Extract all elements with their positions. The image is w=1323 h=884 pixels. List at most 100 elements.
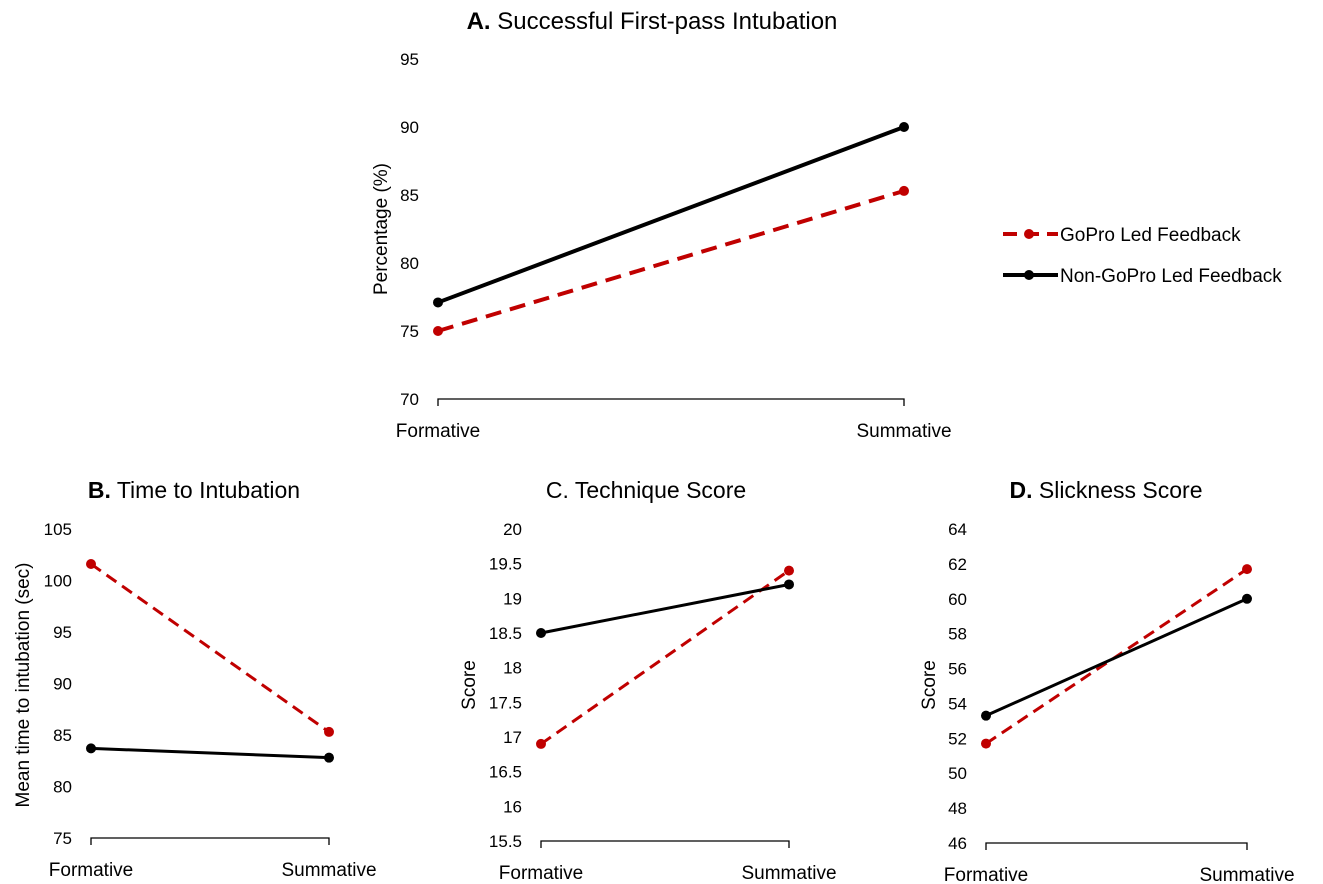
y-tick-label: 70	[400, 390, 419, 409]
data-point	[433, 297, 443, 308]
data-point	[899, 122, 909, 132]
y-tick-label: 60	[948, 590, 967, 609]
chart-title: D. Slickness Score	[1009, 477, 1202, 503]
data-point	[324, 752, 334, 763]
chart-b: B. Time to Intubation 75 80 85 90 95 100 105 Mea…	[13, 477, 377, 881]
y-tick-label: 19	[503, 589, 522, 608]
series-line	[985, 597, 1248, 718]
x-category-label: Formative	[499, 863, 583, 884]
chart-title-text: Slickness Score	[1032, 477, 1202, 503]
chart-title-text: Time to Intubation	[111, 477, 300, 503]
chart-title: B. Time to Intubation	[88, 477, 300, 503]
data-point	[784, 565, 794, 576]
y-tick-label: 50	[948, 764, 967, 783]
y-tick-label: 48	[948, 799, 967, 818]
series-line	[90, 746, 330, 760]
y-tick-label: 90	[400, 118, 419, 137]
series-line	[540, 582, 790, 635]
y-tick-label: 64	[948, 520, 967, 539]
y-tick-label: 19.5	[489, 555, 522, 574]
x-category-label: Summative	[1199, 865, 1294, 884]
y-tick-label: 62	[948, 555, 967, 574]
y-tick-label: 20	[503, 520, 522, 539]
legend-swatch-marker	[1024, 229, 1034, 239]
y-tick-label: 17	[503, 728, 522, 747]
chart-title-text: Successful First-pass Intubation	[491, 8, 838, 35]
data-point	[784, 579, 794, 590]
data-point	[86, 559, 96, 570]
data-point	[899, 185, 909, 196]
y-tick-label: 16.5	[489, 763, 522, 782]
y-axis-label: Score	[459, 660, 480, 710]
y-tick-label: 95	[400, 50, 419, 69]
y-tick-label: 85	[400, 186, 419, 205]
x-axis	[90, 837, 330, 845]
data-point	[433, 326, 443, 336]
chart-title-prefix: B.	[88, 477, 111, 503]
y-tick-label: 90	[53, 675, 72, 694]
series-nongopro	[981, 593, 1252, 721]
y-tick-label: 18	[503, 659, 522, 678]
legend-label: Non-GoPro Led Feedback	[1060, 266, 1282, 287]
x-axis	[540, 840, 790, 848]
y-tick-label: 85	[53, 726, 72, 745]
y-axis-label: Score	[919, 660, 940, 710]
x-category-label: Formative	[944, 865, 1028, 884]
x-axis	[437, 398, 905, 406]
data-point	[324, 726, 334, 737]
series-nongopro	[536, 579, 794, 638]
series-gopro	[536, 565, 794, 749]
chart-c: C. Technique Score 15.5 16 16.5 17 17.5 18 18.5…	[459, 477, 837, 884]
legend-label: GoPro Led Feedback	[1060, 225, 1241, 246]
chart-title-text: Technique Score	[569, 477, 746, 503]
y-tick-label: 15.5	[489, 832, 522, 851]
y-tick-label: 16	[503, 797, 522, 816]
data-point	[536, 738, 546, 749]
legend: GoPro Led Feedback Non-GoPro Led Feedback	[1003, 225, 1282, 287]
y-tick-label: 75	[400, 322, 419, 341]
data-point	[981, 710, 991, 721]
chart-a: A. Successful First-pass Intubation 70 75 8…	[371, 8, 952, 442]
y-tick-label: 100	[44, 572, 72, 591]
chart-title-prefix: A.	[467, 8, 491, 35]
y-axis-label: Percentage (%)	[371, 163, 392, 295]
y-tick-label: 46	[948, 834, 967, 853]
x-axis	[985, 842, 1248, 850]
series-line	[437, 189, 905, 333]
y-tick-label: 95	[53, 623, 72, 642]
chart-title-prefix: C.	[546, 477, 569, 503]
series-nongopro	[86, 743, 334, 763]
chart-d: D. Slickness Score 46 48 50 52 54 56 58 60 62 64 Sc…	[919, 477, 1295, 884]
chart-title-prefix: D.	[1009, 477, 1032, 503]
legend-item-nongopro: Non-GoPro Led Feedback	[1003, 266, 1282, 287]
y-tick-label: 58	[948, 625, 967, 644]
data-point	[981, 738, 991, 749]
y-tick-label: 80	[400, 254, 419, 273]
legend-swatch-marker	[1024, 270, 1034, 280]
series-gopro	[433, 185, 909, 336]
data-point	[1242, 593, 1252, 604]
y-tick-label: 18.5	[489, 624, 522, 643]
x-category-label: Summative	[741, 863, 836, 884]
y-tick-label: 105	[44, 520, 72, 539]
data-point	[1242, 564, 1252, 575]
x-category-label: Summative	[281, 860, 376, 881]
series-gopro	[86, 559, 334, 737]
series-nongopro	[433, 122, 909, 308]
x-category-label: Formative	[396, 421, 480, 442]
chart-title: C. Technique Score	[546, 477, 746, 503]
y-tick-label: 80	[53, 778, 72, 797]
data-point	[536, 628, 546, 638]
x-category-label: Summative	[856, 421, 951, 442]
y-axis-label: Mean time to intubation (sec)	[13, 562, 34, 807]
y-tick-label: 56	[948, 660, 967, 679]
chart-title: A. Successful First-pass Intubation	[467, 8, 838, 35]
x-category-label: Formative	[49, 860, 133, 881]
legend-item-gopro: GoPro Led Feedback	[1003, 225, 1241, 246]
series-line	[90, 562, 330, 734]
y-tick-label: 17.5	[489, 693, 522, 712]
series-line	[437, 125, 905, 305]
y-tick-label: 75	[53, 829, 72, 848]
series-line	[540, 569, 790, 746]
